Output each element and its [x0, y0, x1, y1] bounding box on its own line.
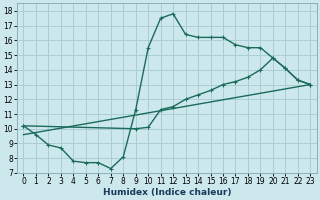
X-axis label: Humidex (Indice chaleur): Humidex (Indice chaleur)	[103, 188, 231, 197]
